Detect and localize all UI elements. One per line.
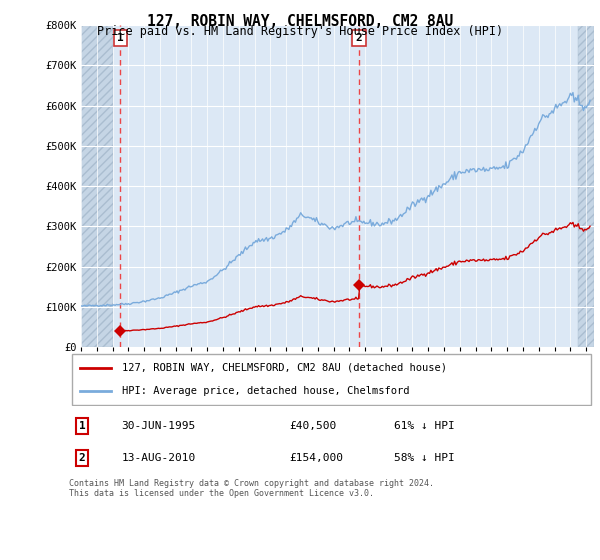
Text: £40,500: £40,500 [290, 421, 337, 431]
Text: 61% ↓ HPI: 61% ↓ HPI [395, 421, 455, 431]
Text: 2: 2 [355, 33, 362, 43]
Text: HPI: Average price, detached house, Chelmsford: HPI: Average price, detached house, Chel… [121, 386, 409, 396]
FancyBboxPatch shape [71, 354, 592, 405]
Text: 127, ROBIN WAY, CHELMSFORD, CM2 8AU: 127, ROBIN WAY, CHELMSFORD, CM2 8AU [147, 14, 453, 29]
Text: Contains HM Land Registry data © Crown copyright and database right 2024.
This d: Contains HM Land Registry data © Crown c… [69, 479, 434, 498]
Text: Price paid vs. HM Land Registry's House Price Index (HPI): Price paid vs. HM Land Registry's House … [97, 25, 503, 38]
Text: 1: 1 [117, 33, 124, 43]
Text: £154,000: £154,000 [290, 453, 343, 463]
Text: 58% ↓ HPI: 58% ↓ HPI [395, 453, 455, 463]
Text: 1: 1 [79, 421, 86, 431]
Text: 13-AUG-2010: 13-AUG-2010 [121, 453, 196, 463]
Text: 127, ROBIN WAY, CHELMSFORD, CM2 8AU (detached house): 127, ROBIN WAY, CHELMSFORD, CM2 8AU (det… [121, 363, 446, 373]
Text: 2: 2 [79, 453, 86, 463]
Text: 30-JUN-1995: 30-JUN-1995 [121, 421, 196, 431]
